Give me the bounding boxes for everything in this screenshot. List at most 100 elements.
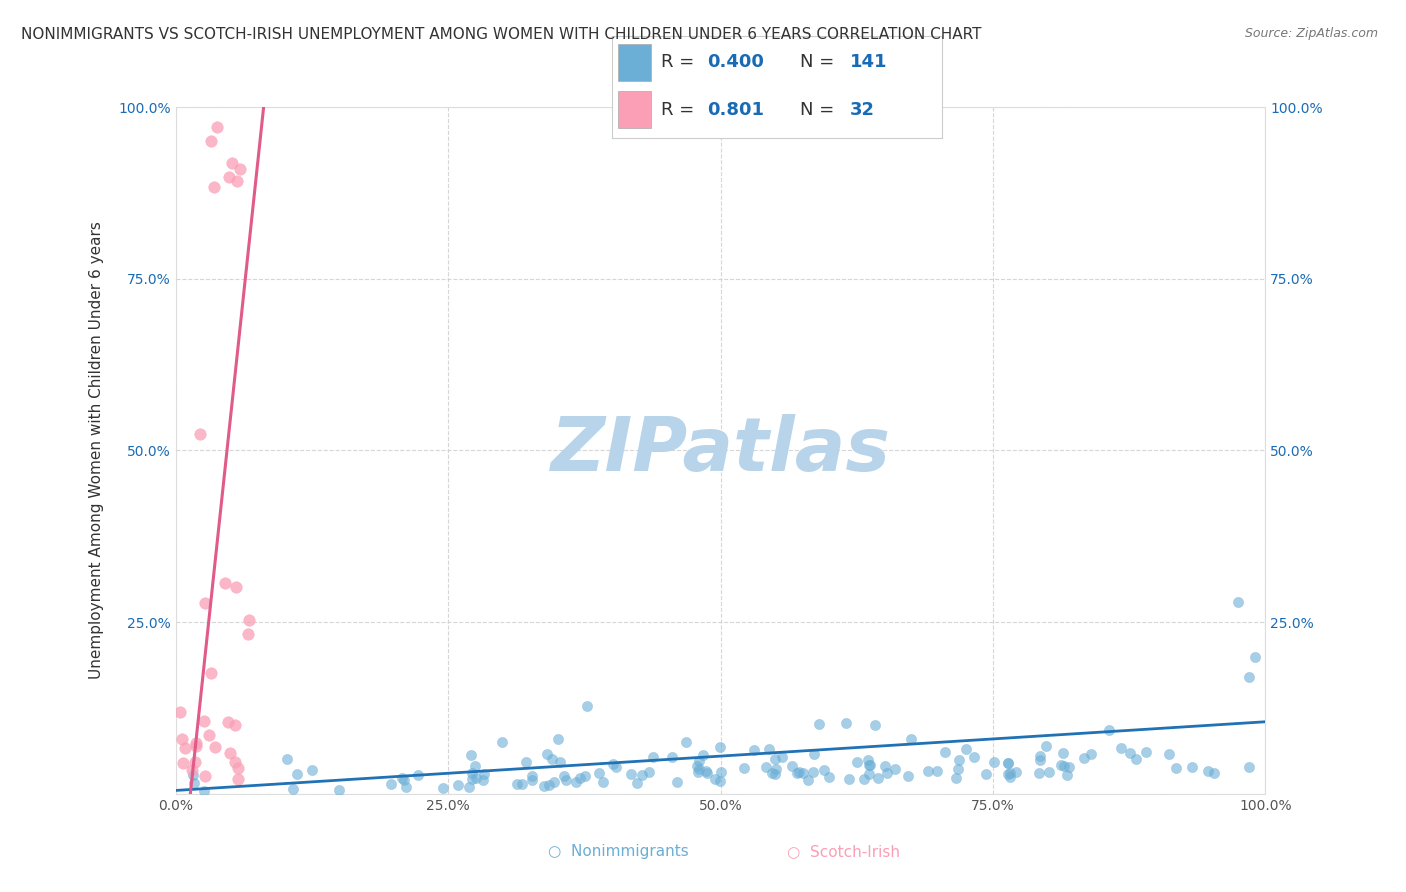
Point — [803, 765, 825, 780]
Point — [1056, 768, 1078, 782]
Point — [229, 161, 252, 176]
Point — [172, 731, 194, 746]
Point — [458, 780, 481, 794]
Point — [380, 777, 402, 791]
Point — [1119, 746, 1142, 760]
Point — [464, 759, 486, 773]
Point — [997, 756, 1019, 770]
Text: NONIMMIGRANTS VS SCOTCH-IRISH UNEMPLOYMENT AMONG WOMEN WITH CHILDREN UNDER 6 YEA: NONIMMIGRANTS VS SCOTCH-IRISH UNEMPLOYME… — [21, 27, 981, 42]
Point — [219, 746, 242, 760]
Point — [780, 758, 803, 772]
Point — [1227, 594, 1250, 608]
Point — [1035, 739, 1057, 754]
Point — [638, 765, 661, 780]
Point — [763, 752, 786, 766]
Bar — [619, 44, 651, 81]
Point — [709, 765, 731, 780]
Point — [1243, 649, 1265, 664]
Point — [406, 768, 429, 782]
Point — [1053, 759, 1076, 773]
Point — [983, 755, 1005, 769]
Point — [1204, 765, 1226, 780]
Text: 141: 141 — [849, 54, 887, 71]
Point — [460, 747, 482, 762]
Point — [491, 735, 513, 749]
Point — [183, 776, 205, 790]
Point — [224, 718, 246, 732]
Point — [856, 753, 879, 767]
Point — [226, 760, 249, 774]
Point — [218, 169, 240, 184]
Point — [592, 775, 614, 789]
Point — [285, 767, 308, 781]
Text: ZIPatlas: ZIPatlas — [551, 414, 890, 487]
Text: 32: 32 — [849, 101, 875, 119]
Point — [963, 750, 986, 764]
Point — [276, 751, 298, 765]
Point — [200, 134, 222, 148]
Point — [997, 756, 1019, 770]
Point — [522, 769, 544, 783]
Point — [688, 762, 710, 776]
Point — [214, 576, 236, 591]
Point — [217, 715, 239, 730]
Point — [225, 580, 247, 594]
Point — [955, 741, 977, 756]
Point — [703, 772, 725, 786]
Point — [695, 764, 717, 779]
Point — [533, 779, 555, 793]
Point — [1000, 770, 1022, 784]
Point — [1080, 747, 1102, 761]
Point — [742, 743, 765, 757]
Text: 0.400: 0.400 — [707, 54, 765, 71]
Point — [391, 771, 413, 785]
Text: 0.801: 0.801 — [707, 101, 765, 119]
Point — [588, 766, 610, 780]
Point — [1125, 752, 1147, 766]
Point — [803, 747, 825, 761]
Point — [461, 772, 484, 786]
Text: R =: R = — [661, 101, 700, 119]
Point — [813, 763, 835, 777]
Point — [225, 174, 247, 188]
Point — [543, 775, 565, 789]
Point — [205, 120, 228, 135]
Point — [283, 781, 305, 796]
Point — [184, 755, 207, 769]
Point — [770, 749, 793, 764]
Point — [188, 426, 211, 441]
Point — [221, 155, 243, 169]
Point — [1000, 766, 1022, 780]
Point — [868, 771, 890, 785]
Point — [786, 766, 808, 780]
Point — [948, 763, 970, 777]
Point — [688, 765, 710, 780]
Point — [1157, 747, 1180, 761]
Point — [301, 763, 323, 777]
Point — [224, 756, 246, 770]
Point — [974, 766, 997, 780]
Point — [574, 769, 596, 783]
Point — [692, 748, 714, 763]
Point — [169, 705, 191, 719]
Point — [186, 739, 208, 753]
Point — [204, 740, 226, 755]
Point — [394, 780, 416, 794]
Point — [896, 769, 918, 783]
Point — [1052, 746, 1074, 760]
Point — [688, 754, 710, 768]
Point — [709, 739, 731, 754]
Point — [817, 770, 839, 784]
Point — [948, 754, 970, 768]
Point — [465, 771, 488, 785]
Point — [193, 714, 215, 729]
Point — [1050, 758, 1073, 772]
Point — [565, 774, 588, 789]
Point — [797, 772, 820, 787]
Point — [1237, 759, 1260, 773]
Point — [180, 764, 202, 778]
Point — [392, 773, 415, 788]
Point — [555, 772, 578, 787]
Point — [792, 765, 814, 780]
Bar — [619, 91, 651, 128]
